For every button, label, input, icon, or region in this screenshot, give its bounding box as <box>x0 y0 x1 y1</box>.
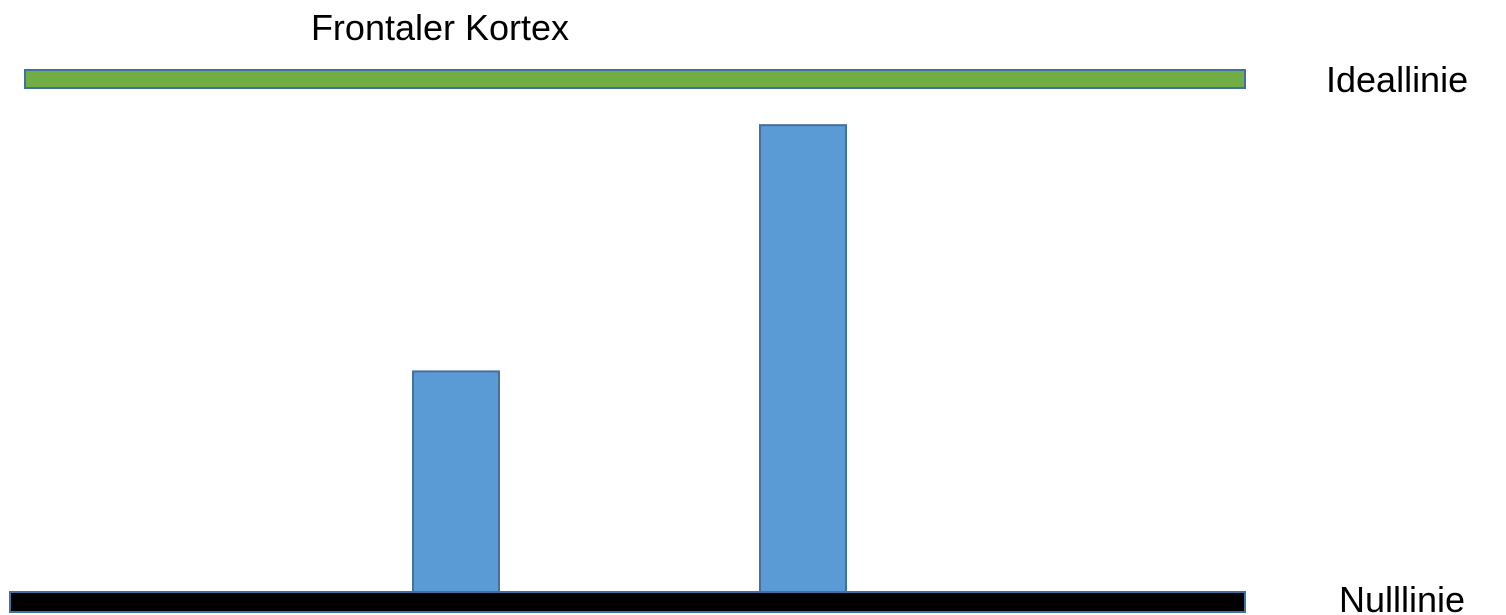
bars <box>412 124 847 593</box>
ideal-line-label: Ideallinie <box>1326 59 1468 100</box>
bar-2 <box>412 370 500 593</box>
ideal-line <box>24 69 1246 89</box>
zero-line <box>9 591 1246 613</box>
zero-line-label: Nulllinie <box>1339 579 1465 615</box>
bar-3 <box>759 124 847 593</box>
chart-title: Frontaler Kortex <box>311 7 569 48</box>
